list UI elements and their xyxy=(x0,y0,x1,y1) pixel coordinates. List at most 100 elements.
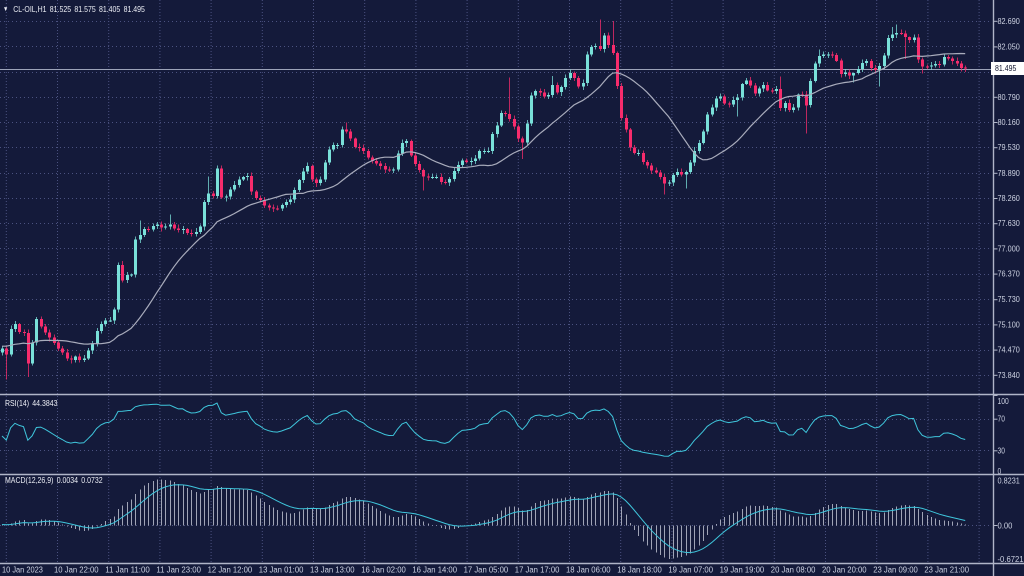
bear-candle-body xyxy=(465,160,468,162)
bear-candle-body xyxy=(410,141,413,156)
bull-candle-body xyxy=(594,45,597,47)
bear-candle-body xyxy=(835,55,838,61)
time-axis-label: 18 Jan 06:00 xyxy=(566,566,611,575)
bear-candle-body xyxy=(384,166,387,170)
bear-candle-body xyxy=(186,229,189,233)
bear-candle-body xyxy=(771,90,774,92)
bear-candle-body xyxy=(508,114,511,120)
bull-candle-body xyxy=(706,114,709,132)
macd-name: MACD(12,26,9) xyxy=(5,475,54,485)
bull-candle-body xyxy=(10,329,13,355)
bull-candle-body xyxy=(822,54,825,56)
bull-candle-body xyxy=(289,199,292,202)
price-axis-label: 80.160 xyxy=(998,118,1021,127)
bull-candle-body xyxy=(126,275,129,281)
bear-candle-body xyxy=(951,58,954,62)
bull-candle-body xyxy=(109,320,112,322)
bear-candle-body xyxy=(190,232,193,234)
bull-candle-body xyxy=(547,94,550,97)
bull-candle-body xyxy=(702,131,705,143)
bull-candle-body xyxy=(736,97,739,100)
bull-candle-body xyxy=(878,66,881,71)
bear-candle-body xyxy=(947,57,950,59)
bull-candle-body xyxy=(491,134,494,151)
bear-candle-body xyxy=(444,181,447,183)
bull-candle-body xyxy=(689,162,692,172)
bear-candle-body xyxy=(427,176,430,178)
bear-candle-body xyxy=(61,348,64,353)
bull-candle-body xyxy=(143,228,146,236)
symbol-dropdown-icon[interactable]: ▼ xyxy=(3,6,9,13)
bear-candle-body xyxy=(960,63,963,68)
bull-candle-body xyxy=(818,56,821,64)
bar-high-value: 81.575 xyxy=(74,4,96,14)
bear-candle-body xyxy=(938,63,941,65)
bull-candle-body xyxy=(306,166,309,172)
bull-candle-body xyxy=(285,202,288,206)
bull-candle-body xyxy=(857,68,860,74)
bear-candle-body xyxy=(259,197,262,200)
bull-candle-body xyxy=(715,98,718,108)
bull-candle-body xyxy=(745,80,748,84)
bear-candle-body xyxy=(908,37,911,40)
bear-candle-body xyxy=(788,102,791,111)
bull-candle-body xyxy=(887,38,890,56)
bull-candle-body xyxy=(530,95,533,124)
bull-candle-body xyxy=(238,179,241,185)
candle-series xyxy=(1,19,967,380)
bear-candle-body xyxy=(749,80,752,86)
bull-candle-body xyxy=(711,107,714,115)
price-axis-label: 74.470 xyxy=(998,346,1021,355)
bear-candle-body xyxy=(121,264,124,281)
current-price-tag: 81.495 xyxy=(991,62,1024,75)
bear-candle-body xyxy=(358,146,361,149)
bull-candle-body xyxy=(934,63,937,66)
bear-candle-body xyxy=(255,191,258,198)
bear-candle-body xyxy=(926,66,929,68)
bull-candle-body xyxy=(435,176,438,178)
bar-low-value: 81.405 xyxy=(98,4,121,14)
bull-candle-body xyxy=(478,151,481,159)
price-axis-label: 76.370 xyxy=(998,270,1021,279)
bull-candle-body xyxy=(83,358,86,360)
bull-candle-body xyxy=(758,88,761,94)
bull-candle-body xyxy=(470,160,473,162)
bull-candle-body xyxy=(809,80,812,106)
rsi-axis-label: 100 xyxy=(998,397,1010,406)
bull-candle-body xyxy=(195,231,198,234)
bull-candle-body xyxy=(913,37,916,40)
bear-candle-body xyxy=(57,342,60,349)
price-axis-label: 75.730 xyxy=(998,295,1021,304)
bear-candle-body xyxy=(354,138,357,147)
bear-candle-body xyxy=(805,94,808,106)
bear-candle-body xyxy=(659,172,662,177)
bull-candle-body xyxy=(182,229,185,231)
bull-candle-body xyxy=(448,179,451,183)
bull-candle-body xyxy=(852,73,855,76)
bull-candle-body xyxy=(487,150,490,152)
bull-candle-body xyxy=(637,153,640,155)
bear-candle-body xyxy=(840,60,843,75)
bull-candle-body xyxy=(762,84,765,89)
bear-candle-body xyxy=(263,199,266,206)
bull-candle-body xyxy=(87,350,90,359)
bull-candle-body xyxy=(693,150,696,163)
bull-candle-body xyxy=(302,171,305,181)
time-axis-label: 17 Jan 05:00 xyxy=(464,566,509,575)
bull-candle-body xyxy=(156,224,159,227)
price-axis-label: 77.000 xyxy=(998,244,1021,253)
current-price-value: 81.495 xyxy=(995,63,1017,73)
time-axis-label: 20 Jan 08:00 xyxy=(771,566,816,575)
rsi-axis-label: 0 xyxy=(998,467,1002,476)
bear-candle-body xyxy=(78,356,81,360)
bull-candle-body xyxy=(732,100,735,105)
bull-candle-body xyxy=(461,160,464,166)
bear-candle-body xyxy=(349,131,352,139)
bull-candle-body xyxy=(603,35,606,49)
macd-signal-line xyxy=(1,484,966,554)
bull-candle-body xyxy=(319,179,322,184)
bear-candle-body xyxy=(27,333,30,364)
bull-candle-body xyxy=(895,33,898,35)
